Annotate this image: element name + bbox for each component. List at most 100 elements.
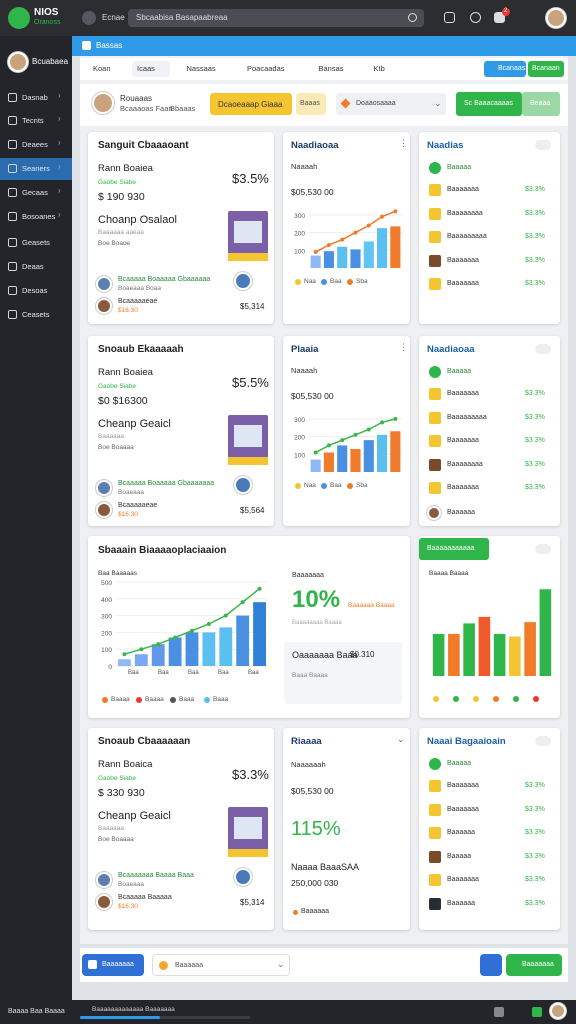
footer-status: Baaaa Baa Baaaa	[8, 1008, 65, 1015]
list-label: Baaaaaaaa	[447, 460, 483, 468]
x-tick-label: Baa	[248, 670, 259, 676]
y-tick-label: 0	[108, 664, 112, 671]
tab[interactable]: Nassaas	[182, 61, 231, 77]
y-tick-label: 200	[101, 630, 112, 637]
sidebar-user: Bcuabaea	[32, 57, 69, 66]
list-value: $3.3%	[525, 782, 545, 789]
bar	[236, 615, 250, 666]
line-point	[206, 622, 211, 626]
menu-dots: ⋮	[399, 342, 408, 352]
sidebar-item[interactable]: Tecnts ›	[0, 110, 72, 132]
sidebar-item[interactable]: Gecaas ›	[0, 182, 72, 204]
icon-star[interactable]	[470, 12, 481, 23]
chart-percent: 115%	[291, 818, 341, 840]
list-label: Baaaaaaaaa	[447, 413, 487, 421]
legend-label: Sba	[356, 278, 368, 285]
secondary-button[interactable]: Baaas	[296, 93, 326, 115]
avatar	[96, 276, 112, 292]
avatar	[96, 894, 112, 910]
profile-tag: Bbaaas	[170, 104, 196, 113]
toggle[interactable]	[535, 344, 551, 354]
tab[interactable]: Ktb	[369, 61, 396, 77]
chevron: ⌄	[434, 98, 442, 108]
tab-button[interactable]: Bcanaas	[484, 61, 526, 77]
badge-count: 2	[504, 8, 508, 14]
sidebar-item[interactable]: Geasets	[0, 232, 72, 254]
action-button[interactable]: Sc Baaacaaaas	[456, 92, 522, 116]
list-icon	[429, 184, 441, 196]
sidebar-item[interactable]: Desoas	[0, 280, 72, 302]
chevron: ›	[58, 162, 61, 171]
select[interactable]: Doaaosaaaa ⌄	[336, 93, 446, 115]
avatar	[96, 872, 112, 888]
chevron: ⌄	[277, 959, 285, 969]
list-icon	[429, 850, 441, 863]
list-label: Baaaaaaa	[447, 390, 479, 397]
bar	[363, 241, 374, 268]
side-value: $0.310	[350, 650, 375, 659]
line-point	[173, 635, 178, 640]
top-bar: NIOS Oranoss Ecnae Sbcaabisa Basapaabreaa 2	[0, 0, 576, 36]
tab[interactable]: Koan	[88, 61, 120, 77]
bar	[151, 644, 165, 666]
primary-button[interactable]: Dcaoeaaap Giaaa	[210, 93, 292, 115]
menu-icon	[82, 11, 96, 25]
icon-bell[interactable]	[494, 12, 505, 23]
card-title: Snoaub Ekaaaaah	[98, 344, 184, 355]
bottom-action[interactable]: Baaaaaaa	[506, 954, 562, 976]
list-value: $3.3%	[525, 899, 545, 907]
legend-dot	[204, 697, 210, 703]
toggle[interactable]	[535, 736, 551, 746]
product-desc: Baaaaaa	[98, 433, 125, 440]
list-label: Baaaaaaaaa	[447, 233, 487, 240]
list-icon	[429, 874, 441, 886]
action-button[interactable]: Beaaa	[522, 92, 560, 116]
chart-label: Baaaa Baaaa	[429, 570, 469, 577]
list-icon	[429, 366, 441, 378]
sidebar-item[interactable]: Bosoanes ›	[0, 206, 72, 228]
tab[interactable]: Poacaadas	[242, 61, 302, 77]
line-point	[122, 652, 127, 657]
sidebar-icon	[8, 310, 17, 319]
action-label: Sc Baaacaaaas	[464, 100, 514, 107]
search-icon	[408, 13, 417, 22]
card-button[interactable]: Baaaaaaaaaaa	[419, 538, 489, 560]
bottom-button-label: Baaaaaaa	[102, 961, 134, 968]
icon-button[interactable]	[480, 954, 502, 976]
dot	[533, 696, 539, 702]
tab-button-label: Bcanaas	[498, 65, 526, 72]
bar	[539, 589, 552, 676]
tab-button[interactable]: Bcanaan	[528, 61, 564, 77]
footer-icon[interactable]	[494, 1007, 504, 1017]
icon-lock[interactable]	[444, 12, 455, 23]
toggle[interactable]	[535, 140, 551, 150]
sidebar-item[interactable]: Ceasets	[0, 304, 72, 326]
person-name: Bcaaaaa Boaaaaa Gbaaaaaaa	[118, 480, 215, 487]
stat-card: Snoaub Ekaaaaah Rann Boaiea $5.5% Gaobe Sia…	[88, 336, 274, 526]
sidebar-item[interactable]: Deaees ›	[0, 134, 72, 156]
tab[interactable]: Bansas	[314, 61, 357, 77]
bar	[337, 445, 348, 472]
sidebar-icon	[8, 93, 17, 102]
bottom-button[interactable]: Baaaaaaa	[82, 954, 144, 976]
bar	[310, 255, 321, 268]
toggle[interactable]	[535, 544, 551, 554]
legend-dot	[321, 483, 327, 489]
bottom-select[interactable]: Baaaaaa ⌄	[152, 954, 290, 976]
side-note: Baaaaaaaa Baaaa	[292, 620, 342, 626]
search-bar[interactable]: Sbcaabisa Basapaabreaa	[128, 9, 424, 27]
footer-icon[interactable]	[532, 1007, 542, 1017]
sidebar-item[interactable]: Deaas	[0, 256, 72, 278]
legend-label: Baaaa	[111, 696, 130, 703]
tab[interactable]: Icaas	[132, 61, 170, 77]
bar	[337, 246, 348, 268]
stat-note: Gaobe Siabe	[98, 383, 136, 390]
tab-label: Bansas	[318, 64, 344, 73]
list-value: $3.3%	[525, 186, 545, 193]
bottom-select-label: Baaaaaa	[175, 962, 204, 969]
list-label: Baaaaaaa	[447, 484, 479, 491]
sidebar-item[interactable]: Seaners ›	[0, 158, 72, 180]
sidebar-item[interactable]: Dasnab ›	[0, 87, 72, 109]
list-icon	[429, 231, 441, 243]
chart-amount: $05,530 00	[291, 391, 334, 401]
